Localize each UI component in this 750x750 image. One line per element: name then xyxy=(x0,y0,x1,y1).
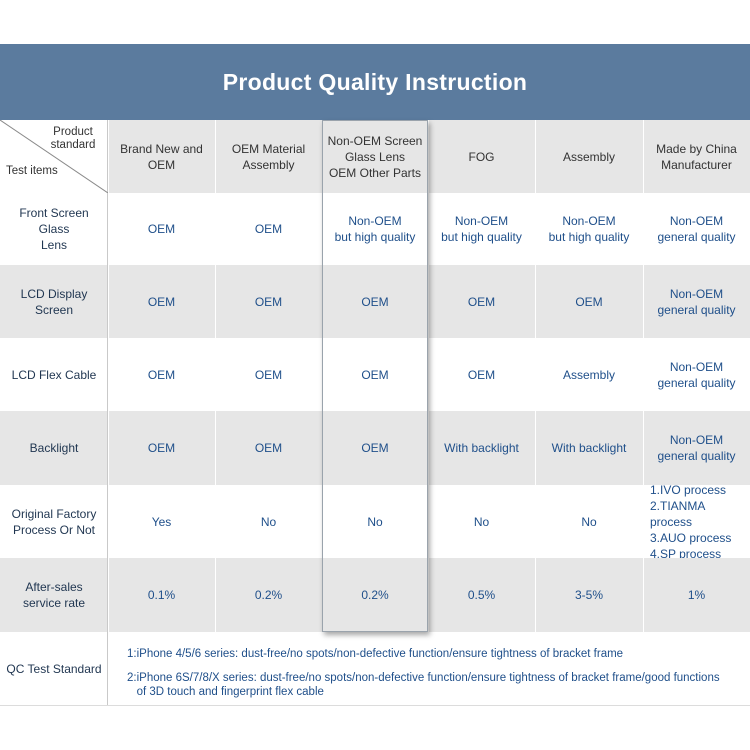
table-cell: Non-OEM but high quality xyxy=(535,193,643,265)
table-cell: With backlight xyxy=(428,411,535,485)
qc-label: QC Test Standard xyxy=(6,661,102,676)
row-header: LCD Flex Cable xyxy=(0,338,108,411)
column-header: Non-OEM Screen Glass Lens OEM Other Part… xyxy=(327,133,423,180)
table-cell: No xyxy=(428,485,535,558)
table-cell: OEM xyxy=(215,411,322,485)
table-cell: OEM xyxy=(215,338,322,411)
table-cell: With backlight xyxy=(535,411,643,485)
table-cell: Non-OEM but high quality xyxy=(322,193,428,265)
table-cell: OEM xyxy=(322,338,428,411)
column-header: OEM Material Assembly xyxy=(231,141,306,172)
table-cell: Assembly xyxy=(535,338,643,411)
table-cell: No xyxy=(215,485,322,558)
table-cell: OEM xyxy=(108,411,215,485)
table-cell: 1% xyxy=(643,558,750,632)
row-header: After-sales service rate xyxy=(0,558,108,632)
column-divider xyxy=(428,120,429,632)
table-cell: Non-OEM general quality xyxy=(643,265,750,338)
column-divider xyxy=(643,120,644,632)
table-cell: Non-OEM but high quality xyxy=(428,193,535,265)
table-cell: OEM xyxy=(322,265,428,338)
table-cell: OEM xyxy=(428,265,535,338)
column-divider xyxy=(215,120,216,632)
corner-diagonal xyxy=(0,120,108,193)
column-divider xyxy=(322,120,323,632)
table-cell: Non-OEM general quality xyxy=(643,338,750,411)
table-cell: 0.5% xyxy=(428,558,535,632)
table-cell: OEM xyxy=(215,193,322,265)
row-header: Original Factory Process Or Not xyxy=(0,485,108,558)
column-header: FOG xyxy=(468,149,495,164)
table-cell: OEM xyxy=(108,193,215,265)
column-header: Made by China Manufacturer xyxy=(656,141,737,172)
table-cell: 1.IVO process 2.TIANMA process 3.AUO pro… xyxy=(643,483,750,561)
table-cell: OEM xyxy=(215,265,322,338)
row-header: Backlight xyxy=(0,411,108,485)
table-cell: Yes xyxy=(108,485,215,558)
column-header: Assembly xyxy=(562,149,615,164)
qc-standard-line-2: 2:iPhone 6S/7/8/X series: dust-free/no s… xyxy=(127,672,720,698)
table-cell: Non-OEM general quality xyxy=(643,411,750,485)
table-cell: OEM xyxy=(322,411,428,485)
table-cell: 0.1% xyxy=(108,558,215,632)
column-header: Brand New and OEM xyxy=(120,141,203,172)
column-divider xyxy=(108,120,109,632)
row-header-divider xyxy=(107,120,108,705)
page-title: Product Quality Instruction xyxy=(0,44,750,120)
table-cell: OEM xyxy=(535,265,643,338)
table-cell: OEM xyxy=(108,265,215,338)
corner-test-items: Test items xyxy=(6,165,58,177)
table-cell: OEM xyxy=(108,338,215,411)
bottom-divider xyxy=(0,705,750,706)
table-cell: 3-5% xyxy=(535,558,643,632)
row-header: Front Screen Glass Lens xyxy=(0,193,108,265)
table-cell: OEM xyxy=(428,338,535,411)
table-cell: No xyxy=(535,485,643,558)
table-cell: No xyxy=(322,485,428,558)
table-cell: 0.2% xyxy=(322,558,428,632)
table-cell: Non-OEM general quality xyxy=(643,193,750,265)
corner-product-standard: Product standard xyxy=(50,126,96,151)
table-cell: 0.2% xyxy=(215,558,322,632)
qc-standard-line-1: 1:iPhone 4/5/6 series: dust-free/no spot… xyxy=(127,648,624,660)
row-header: LCD Display Screen xyxy=(0,265,108,338)
column-divider xyxy=(535,120,536,632)
